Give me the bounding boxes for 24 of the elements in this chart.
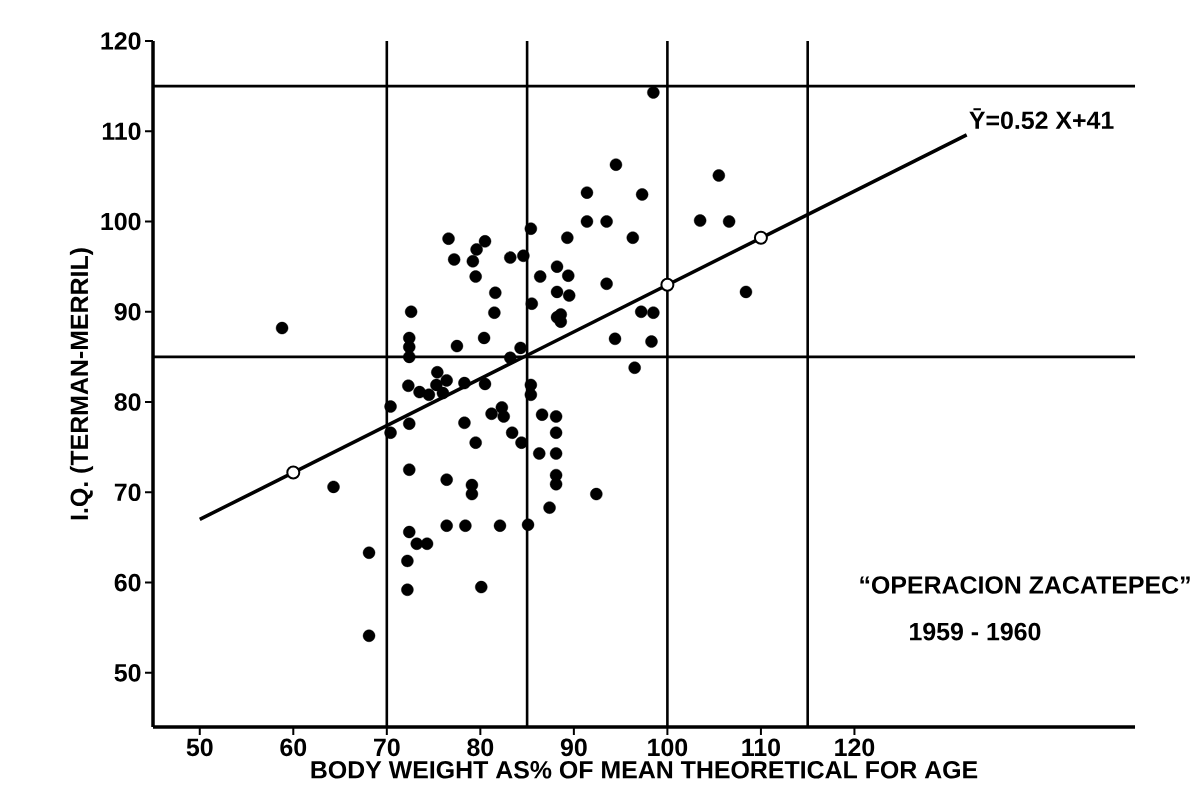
y-tick-label: 80	[114, 393, 141, 411]
y-tick-label: 50	[114, 664, 141, 682]
point	[753, 230, 768, 245]
y-tick-label: 110	[102, 122, 141, 141]
y-axis-title: I.Q. (TERMAN-MERRIL)	[69, 248, 94, 520]
y-tick-label: 60	[114, 573, 141, 592]
point	[286, 465, 301, 480]
y-tick-label: 100	[101, 212, 141, 231]
annotation: Ȳ=0.52 X+41	[969, 108, 1114, 130]
x-tick-label: 110	[742, 738, 780, 757]
annotation: “OPERACION ZACATEPEC”	[860, 576, 1190, 594]
y-tick-label: 120	[101, 32, 141, 50]
x-tick-label: 90	[560, 738, 587, 757]
x-tick-label: 50	[186, 738, 213, 757]
x-tick-label: 70	[374, 738, 400, 757]
annotation: 1959 - 1960	[910, 622, 1041, 641]
x-tick-label: 120	[835, 738, 875, 757]
y-tick-label: 90	[114, 302, 141, 321]
y-tick-label: 70	[114, 483, 141, 502]
point	[660, 277, 675, 292]
x-tick-label: 100	[648, 738, 688, 757]
x-tick-label: 60	[280, 738, 307, 757]
x-axis-title: BODY WEIGHT AS% OF MEAN THEORETICAL FOR AGE	[311, 760, 978, 779]
x-tick-label: 80	[467, 738, 494, 757]
